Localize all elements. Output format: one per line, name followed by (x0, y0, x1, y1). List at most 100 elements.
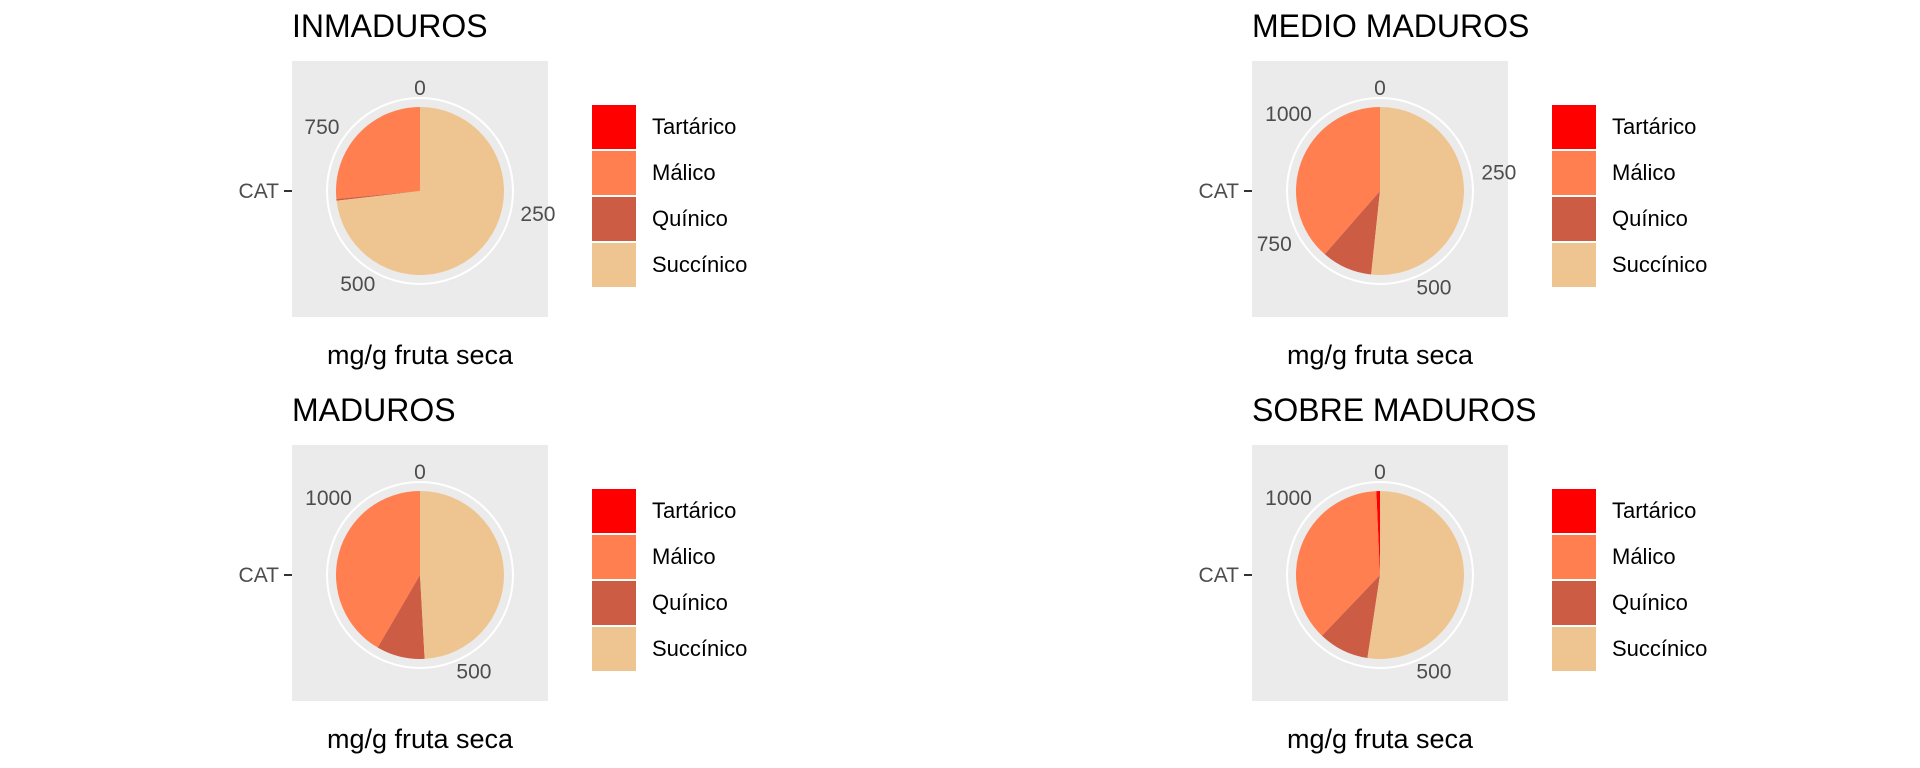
legend-key (1552, 243, 1596, 287)
pie-chart-svg: 0 250 500 750 1000 CAT (1199, 61, 1516, 317)
theta-tick-label: 750 (1257, 233, 1292, 256)
legend: Tartárico Málico Quínico Succínico (1552, 488, 1752, 672)
pie-slice-succinico (1371, 107, 1465, 275)
theta-tick-label: 0 (1374, 77, 1386, 100)
pie-chart-svg: 0 500 1000 CAT (1199, 445, 1508, 701)
chart-title: SOBRE MADUROS (1252, 392, 1537, 428)
pie-slice-succinico (336, 107, 504, 275)
legend-label: Málico (652, 160, 716, 185)
pie-slice-succinico (420, 491, 504, 659)
legend-key (1552, 535, 1596, 579)
pie-slice-quinico (1324, 191, 1380, 275)
theta-tick-label: 1000 (1265, 103, 1312, 126)
legend-item-succinico: Succínico (592, 242, 792, 288)
legend-key (1552, 489, 1596, 533)
polar-grid-circle (1286, 97, 1474, 285)
y-tick-label: CAT (239, 180, 280, 203)
legend: Tartárico Málico Quínico Succínico (592, 104, 792, 288)
pie-slice-quinico (377, 575, 425, 659)
theta-tick-label: 0 (414, 77, 426, 100)
x-axis-label: mg/g fruta seca (1286, 724, 1474, 754)
legend-label: Tartárico (1612, 498, 1697, 523)
legend-key (592, 197, 636, 241)
pie-slice-malico (1296, 107, 1380, 255)
legend-key (1552, 197, 1596, 241)
pie-chart-svg: 0 250 500 750 CAT (239, 61, 555, 317)
legend-key (592, 489, 636, 533)
legend-label: Quínico (652, 206, 728, 231)
legend-item-succinico: Succínico (1552, 242, 1752, 288)
chart-title: MEDIO MADUROS (1252, 8, 1530, 44)
legend-key (592, 535, 636, 579)
chart-panel-medio-maduros: MEDIO MADUROS 0 250 500 750 1000 CAT mg/g fru… (960, 0, 1920, 384)
legend-label: Tartárico (652, 498, 737, 523)
pie-slice-malico (336, 491, 420, 648)
theta-tick-label: 0 (1374, 461, 1386, 484)
legend-key (592, 627, 636, 671)
legend: Tartárico Málico Quínico Succínico (1552, 104, 1752, 288)
legend-label: Quínico (652, 590, 728, 615)
legend-label: Tartárico (1612, 114, 1697, 139)
legend-item-tartarico: Tartárico (592, 104, 792, 150)
plot-area: 0 250 500 750 1000 CAT (1180, 60, 1520, 322)
legend-item-quinico: Quínico (592, 580, 792, 626)
legend-key (592, 581, 636, 625)
legend-label: Quínico (1612, 206, 1688, 231)
legend-item-succinico: Succínico (592, 626, 792, 672)
theta-tick-label: 500 (1416, 660, 1451, 683)
x-axis-label: mg/g fruta seca (1286, 340, 1474, 370)
theta-tick-label: 250 (1481, 161, 1516, 184)
legend-label: Quínico (1612, 590, 1688, 615)
legend-item-succinico: Succínico (1552, 626, 1752, 672)
legend-key (1552, 581, 1596, 625)
legend-key (1552, 627, 1596, 671)
legend-key (592, 151, 636, 195)
theta-tick-label: 1000 (305, 487, 352, 510)
pie-slice-tartarico (1376, 491, 1380, 575)
polar-grid-circle (326, 481, 514, 669)
y-tick-label: CAT (1199, 564, 1240, 587)
legend-label: Succínico (652, 252, 748, 277)
theta-tick-label: 1000 (1265, 487, 1312, 510)
legend-key (1552, 151, 1596, 195)
plot-area: 0 500 1000 CAT (220, 444, 560, 706)
legend-label: Málico (1612, 160, 1676, 185)
theta-tick-label: 500 (1416, 276, 1451, 299)
legend-key (592, 243, 636, 287)
pie-slice-malico (336, 107, 420, 199)
y-tick-label: CAT (1199, 180, 1240, 203)
chart-panel-sobre-maduros: SOBRE MADUROS 0 500 1000 CAT mg/g fruta sec… (960, 384, 1920, 768)
legend-item-quinico: Quínico (1552, 580, 1752, 626)
polar-grid-circle (1286, 481, 1474, 669)
theta-tick-label: 750 (304, 116, 339, 139)
pie-slice-quinico (336, 191, 420, 201)
chart-title: INMADUROS (292, 8, 488, 44)
pie-chart-svg: 0 500 1000 CAT (239, 445, 548, 701)
legend-item-malico: Málico (1552, 150, 1752, 196)
legend-key (1552, 105, 1596, 149)
pie-slice-malico (1296, 491, 1380, 636)
legend: Tartárico Málico Quínico Succínico (592, 488, 792, 672)
legend-item-tartarico: Tartárico (592, 488, 792, 534)
theta-tick-label: 0 (414, 461, 426, 484)
polar-grid-circle (326, 97, 514, 285)
pie-slice-quinico (1322, 575, 1380, 659)
legend-item-tartarico: Tartárico (1552, 104, 1752, 150)
theta-tick-label: 250 (520, 203, 555, 226)
legend-item-malico: Málico (592, 534, 792, 580)
legend-item-quinico: Quínico (1552, 196, 1752, 242)
legend-label: Succínico (1612, 636, 1708, 661)
theta-tick-label: 500 (456, 660, 491, 683)
x-axis-label: mg/g fruta seca (326, 724, 514, 754)
chart-title: MADUROS (292, 392, 456, 428)
legend-item-tartarico: Tartárico (1552, 488, 1752, 534)
legend-label: Tartárico (652, 114, 737, 139)
plot-area: 0 500 1000 CAT (1180, 444, 1520, 706)
legend-key (592, 105, 636, 149)
chart-panel-maduros: MADUROS 0 500 1000 CAT mg/g fruta seca Tart… (0, 384, 960, 768)
pie-slice-succinico (1367, 491, 1464, 659)
legend-label: Succínico (652, 636, 748, 661)
y-tick-label: CAT (239, 564, 280, 587)
x-axis-label: mg/g fruta seca (326, 340, 514, 370)
legend-label: Succínico (1612, 252, 1708, 277)
